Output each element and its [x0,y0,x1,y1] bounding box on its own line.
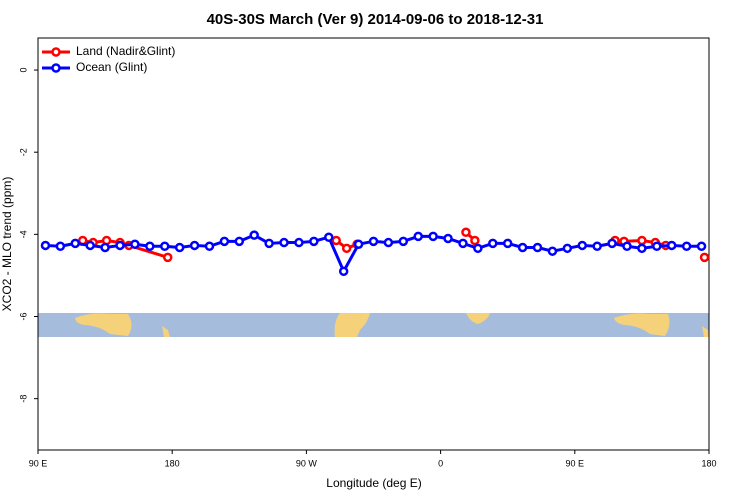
point [592,241,602,252]
point [100,242,110,253]
point [428,231,438,242]
point [637,235,647,246]
point [40,240,51,251]
point [652,241,662,252]
y-tick-label: -8 [18,395,28,403]
point [115,240,125,251]
legend-label: Land (Nadir&Glint) [76,44,175,58]
point [338,266,349,277]
point [470,235,480,246]
y-tick-label: -4 [18,230,28,238]
point [85,240,95,251]
legend-label: Ocean (Glint) [76,60,147,74]
x-tick-label: 0 [438,458,443,468]
point [458,238,468,249]
point [517,242,528,253]
point [159,241,170,252]
point [383,237,394,248]
y-axis-label: XCO2 - MLO trend (ppm) [0,177,14,312]
point [488,238,498,249]
point [55,241,66,252]
point [622,241,632,252]
point [353,239,364,249]
x-axis-label: Longitude (deg E) [326,476,421,490]
point [562,243,573,254]
point [204,241,215,252]
point [279,237,289,248]
plot-frame [37,37,710,451]
x-tick-label: 90 E [29,458,48,468]
point [443,233,453,244]
point [162,252,173,263]
point [398,236,409,247]
legend-marker [51,47,61,57]
y-tick-label: -2 [18,148,28,156]
x-tick-label: 90 W [296,458,318,468]
point [577,240,588,251]
y-tick-label: 0 [18,68,28,73]
point [174,242,185,253]
point [547,246,558,256]
point [294,237,304,248]
point [413,231,423,242]
point [331,235,341,246]
point [309,236,319,247]
x-tick-label: 180 [701,458,716,468]
map-strip [38,313,709,337]
point [70,238,81,249]
point [324,232,334,242]
point [681,241,692,252]
point [696,241,707,252]
point [607,238,617,249]
point [368,236,379,247]
x-tick-label: 180 [165,458,180,468]
legend-marker [51,63,61,73]
point [637,243,647,254]
point [234,236,245,247]
point [145,241,155,252]
point [189,240,200,251]
point [699,252,710,263]
point [532,242,543,253]
point [130,239,140,249]
y-tick-label: -6 [18,312,28,320]
point [249,230,259,240]
x-tick-label: 90 E [566,458,585,468]
chart-title: 40S-30S March (Ver 9) 2014-09-06 to 2018… [207,11,544,28]
point [502,238,513,249]
point [264,238,274,249]
point [666,240,677,251]
point [473,243,483,254]
point [461,227,471,238]
point [341,243,352,254]
point [219,236,230,247]
